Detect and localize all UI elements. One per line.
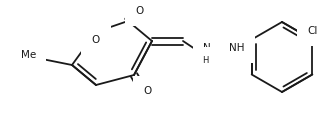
Text: O: O <box>136 6 144 16</box>
Text: O: O <box>144 86 152 96</box>
Text: O: O <box>92 35 100 45</box>
Text: N: N <box>203 43 211 53</box>
Text: Me: Me <box>21 50 36 60</box>
Text: H: H <box>202 55 208 65</box>
Text: Cl: Cl <box>307 25 317 35</box>
Text: NH: NH <box>229 43 245 53</box>
